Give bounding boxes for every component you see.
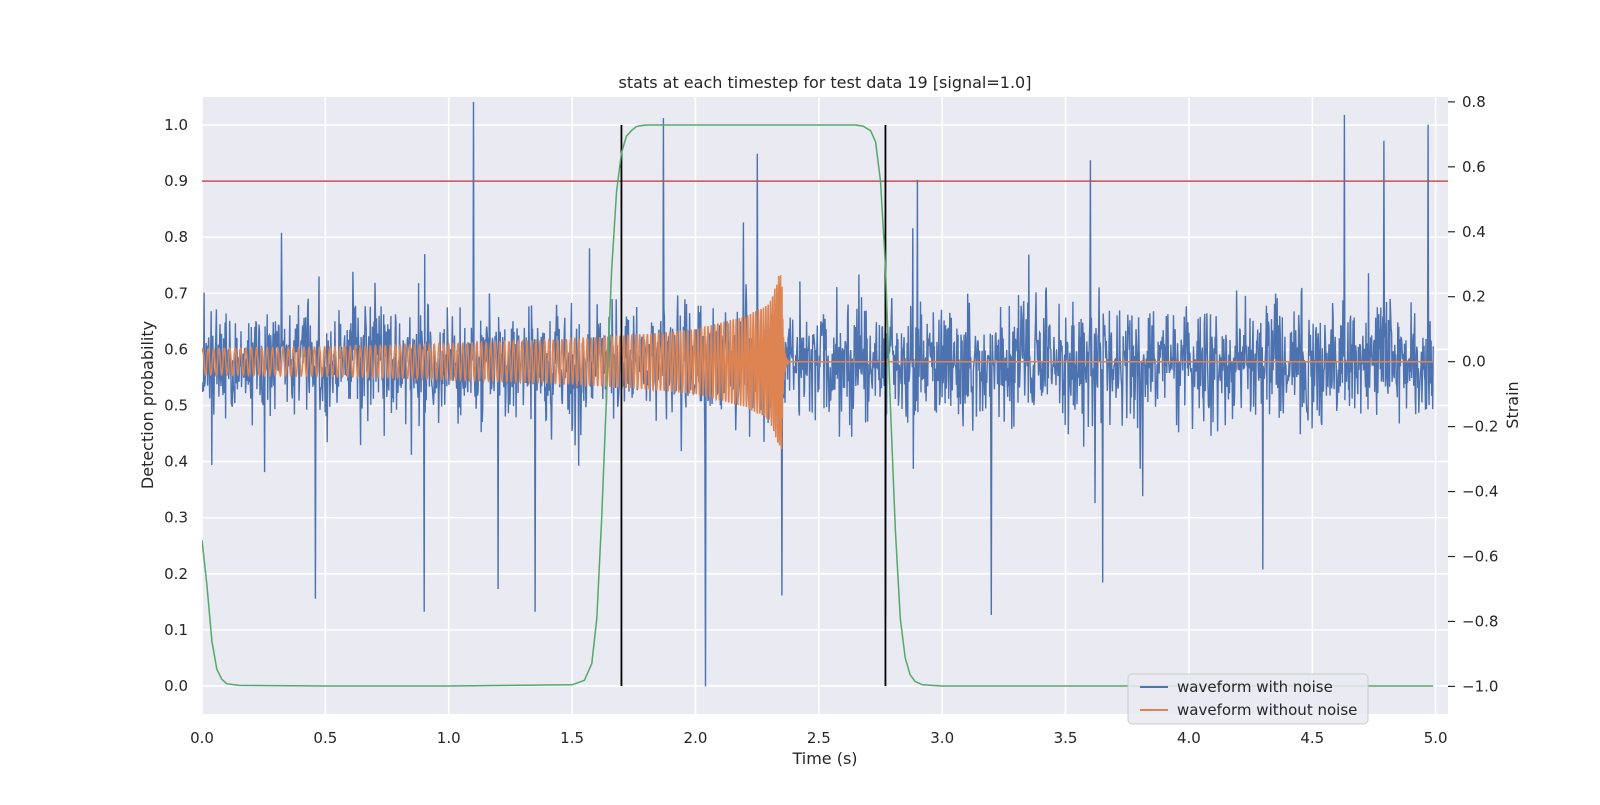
y-tick-label: 0.5	[164, 397, 188, 415]
legend: waveform with noise waveform without noi…	[1127, 673, 1369, 725]
x-axis-title: Time (s)	[791, 749, 857, 768]
series-waveform-with-noise	[202, 101, 1434, 687]
x-tick-label: 1.0	[437, 729, 461, 747]
y-tick-label: 0.6	[164, 340, 188, 358]
series-waveform-without-noise	[202, 275, 1434, 450]
x-tick-label: 4.5	[1300, 729, 1324, 747]
axes: 0.0 0.5 1.0 1.5 2.0 2.5 3.0 3.5 4.0 4.5 5.0 0.0 0.1 0…	[164, 93, 1498, 747]
y2-tick-label: −1.0	[1462, 677, 1498, 695]
x-tick-label: 5.0	[1424, 729, 1448, 747]
y2-tick-label: −0.4	[1462, 483, 1498, 501]
y-tick-label: 1.0	[164, 116, 188, 134]
y2-tick-label: 0.4	[1462, 223, 1486, 241]
legend-label-waveform-without-noise: waveform without noise	[1177, 701, 1357, 719]
y2-tick-label: 0.0	[1462, 353, 1486, 371]
x-tick-label: 4.0	[1177, 729, 1201, 747]
detection-probability-line	[202, 124, 1434, 687]
y-tick-label: 0.1	[164, 621, 188, 639]
x-tick-label: 3.5	[1054, 729, 1078, 747]
y-tick-label: 0.2	[164, 565, 188, 583]
x-tick-label: 2.0	[684, 729, 708, 747]
x-tick-label: 2.5	[807, 729, 831, 747]
y2-axis-title: Strain	[1503, 381, 1522, 428]
y2-tick-label: −0.2	[1462, 418, 1498, 436]
x-tick-label: 0.5	[313, 729, 337, 747]
data-layer	[202, 101, 1448, 687]
y-tick-label: 0.3	[164, 509, 188, 527]
x-tick-label: 3.0	[930, 729, 954, 747]
x-tick-label: 1.5	[560, 729, 584, 747]
y-tick-label: 0.4	[164, 453, 188, 471]
y2-tick-label: 0.2	[1462, 288, 1486, 306]
y2-tick-label: −0.6	[1462, 548, 1498, 566]
legend-label-waveform-with-noise: waveform with noise	[1177, 678, 1333, 696]
y2-tick-label: −0.8	[1462, 612, 1498, 630]
chart-title: stats at each timestep for test data 19 …	[619, 73, 1032, 92]
y-tick-label: 0.8	[164, 228, 188, 246]
y2-tick-label: 0.8	[1462, 93, 1486, 111]
y-axis-title: Detection probability	[138, 321, 157, 489]
y2-tick-label: 0.6	[1462, 158, 1486, 176]
x-tick-label: 0.0	[190, 729, 214, 747]
y-tick-label: 0.0	[164, 677, 188, 695]
y-tick-label: 0.9	[164, 172, 188, 190]
y-tick-label: 0.7	[164, 284, 188, 302]
legend-box	[1127, 673, 1369, 725]
